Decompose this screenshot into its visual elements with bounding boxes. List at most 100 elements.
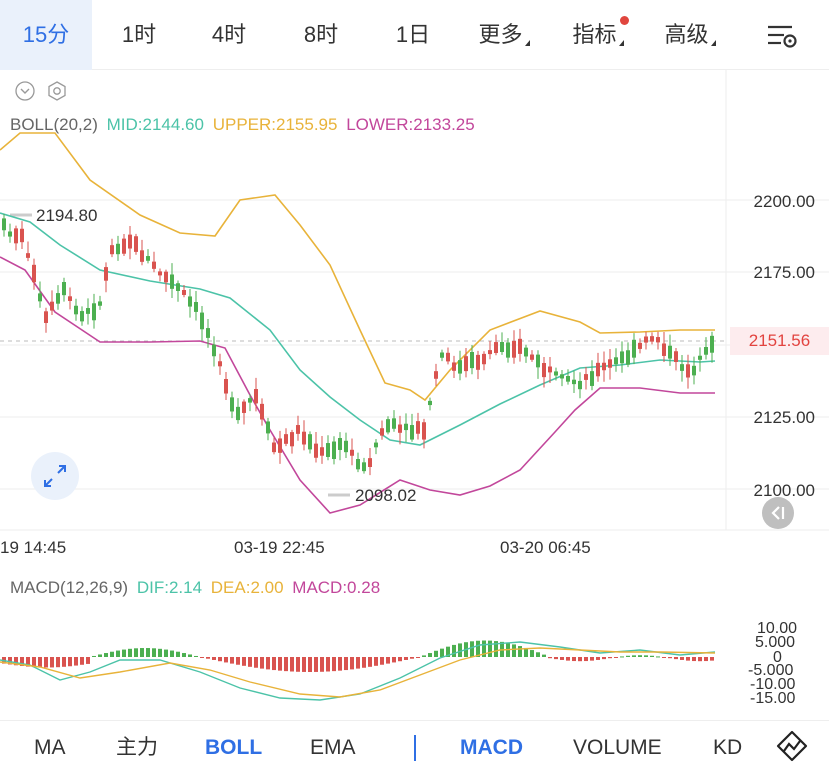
candle-body <box>20 228 24 243</box>
macd-histogram-bar <box>650 655 654 657</box>
indicator-main[interactable]: 主力 <box>116 736 158 759</box>
candle-body <box>248 398 252 403</box>
macd-histogram-bar <box>482 640 486 657</box>
candle-body <box>452 362 456 371</box>
candle-body <box>260 403 264 420</box>
macd-histogram-bar <box>440 648 444 657</box>
tab-4hour[interactable]: 4时 <box>211 22 247 47</box>
macd-histogram-bar <box>476 640 480 657</box>
candle-body <box>632 339 636 358</box>
macd-histogram-bar <box>98 654 102 657</box>
indicator-ema[interactable]: EMA <box>310 736 356 759</box>
macd-histogram-bar <box>626 655 630 657</box>
candle-body <box>314 443 318 458</box>
candle-body <box>440 352 444 358</box>
macd-histogram-bar <box>92 655 96 657</box>
time-axis-label: 03-19 22:45 <box>234 538 325 557</box>
candle-body <box>668 345 672 359</box>
price-chart[interactable] <box>0 70 829 720</box>
tab-1hour[interactable]: 1时 <box>121 22 157 47</box>
macd-histogram-bar <box>446 646 450 657</box>
price-axis-label: 2175.00 <box>753 263 815 282</box>
macd-histogram-bar <box>74 657 78 666</box>
macd-histogram-bar <box>50 657 54 668</box>
candle-body <box>320 447 324 456</box>
macd-histogram-bar <box>620 656 624 658</box>
macd-histogram-bar <box>110 651 114 657</box>
advanced-dropdown[interactable]: 高级 <box>654 0 726 70</box>
macd-histogram-bar <box>566 657 570 661</box>
drawing-line-icon <box>776 730 808 762</box>
candle-body <box>698 355 702 360</box>
candle-body <box>446 352 450 362</box>
candle-body <box>50 301 54 311</box>
macd-histogram-bar <box>224 657 228 663</box>
double-chevron-right-icon <box>771 506 785 520</box>
drawing-tool-button[interactable] <box>774 728 810 764</box>
candle-body <box>602 362 606 371</box>
boll-upper-value: UPPER:2155.95 <box>212 115 338 134</box>
candle-body <box>620 351 624 364</box>
macd-histogram-bar <box>146 648 150 657</box>
macd-histogram-bar <box>326 657 330 672</box>
indicator-volume[interactable]: VOLUME <box>573 736 662 759</box>
macd-histogram-bar <box>248 657 252 667</box>
indicator-macd[interactable]: MACD <box>460 736 523 759</box>
candle-body <box>590 371 594 386</box>
candle-body <box>80 311 84 322</box>
tab-15min[interactable]: 15分 <box>0 0 92 70</box>
fullscreen-expand-button[interactable] <box>31 452 79 500</box>
indicators-dropdown[interactable]: 指标 <box>562 0 634 70</box>
indicator-settings-icon[interactable] <box>46 80 68 102</box>
high-price-label: 2194.80 <box>36 206 98 225</box>
macd-histogram-bar <box>200 657 204 658</box>
candle-body <box>422 422 426 440</box>
macd-axis-label: -10.00 <box>750 676 796 693</box>
macd-histogram-bar <box>140 648 144 657</box>
last-price-tag: 2151.56 <box>730 327 829 355</box>
time-axis-label: 03-20 06:45 <box>500 538 591 557</box>
macd-axis-label: 5.000 <box>755 634 796 651</box>
macd-histogram-bar <box>212 657 216 660</box>
candle-body <box>236 406 240 421</box>
macd-histogram-bar <box>656 656 660 658</box>
macd-histogram-bar <box>524 647 528 657</box>
tab-1day[interactable]: 1日 <box>395 22 431 47</box>
macd-histogram-bar <box>668 657 672 659</box>
candle-body <box>104 267 108 281</box>
tab-8hour[interactable]: 8时 <box>303 22 339 47</box>
candle-body <box>512 340 516 358</box>
candle-body <box>596 362 600 377</box>
candle-body <box>26 253 30 258</box>
macd-histogram-bar <box>704 657 708 662</box>
macd-dea-value: DEA:2.00 <box>210 578 284 597</box>
candle-body <box>524 347 528 357</box>
candle-body <box>584 374 588 380</box>
chart-settings-button[interactable] <box>739 0 829 70</box>
macd-histogram-bar <box>410 657 414 659</box>
macd-histogram-bar <box>56 657 60 668</box>
macd-histogram-bar <box>692 657 696 662</box>
scroll-to-latest-button[interactable] <box>762 497 794 529</box>
candle-body <box>206 328 210 338</box>
macd-histogram-bar <box>428 653 432 657</box>
indicator-boll[interactable]: BOLL <box>205 736 263 759</box>
candle-body <box>200 312 204 330</box>
collapse-chevron-icon[interactable] <box>14 80 36 102</box>
indicator-ma[interactable]: MA <box>34 736 66 759</box>
macd-histogram-bar <box>290 657 294 672</box>
price-axis-label: 2125.00 <box>753 408 815 427</box>
price-axis-label: 2200.00 <box>753 192 815 211</box>
macd-histogram-bar <box>542 654 546 657</box>
macd-histogram-bar <box>122 649 126 657</box>
candle-body <box>110 245 114 255</box>
candle-body <box>692 365 696 376</box>
macd-histogram-bar <box>572 657 576 662</box>
more-dropdown[interactable]: 更多 <box>468 0 540 70</box>
indicator-kd[interactable]: KD <box>713 736 743 759</box>
macd-histogram-bar <box>548 657 552 659</box>
candlesticks <box>2 213 714 476</box>
macd-histogram-bar <box>242 657 246 666</box>
macd-histogram-bar <box>698 657 702 662</box>
macd-histogram-bar <box>152 648 156 657</box>
